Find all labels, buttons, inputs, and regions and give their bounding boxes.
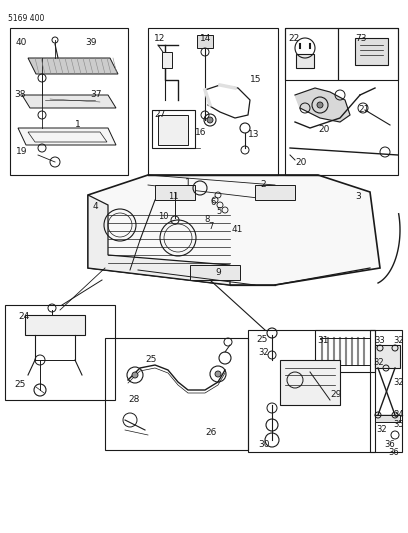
Text: 35: 35 bbox=[393, 420, 404, 429]
Text: 33: 33 bbox=[374, 336, 385, 345]
Text: 28: 28 bbox=[128, 395, 140, 404]
Text: 11: 11 bbox=[168, 192, 179, 201]
Text: 10: 10 bbox=[158, 212, 169, 221]
Circle shape bbox=[132, 372, 138, 378]
Text: 5: 5 bbox=[216, 207, 221, 216]
Text: 8: 8 bbox=[204, 215, 209, 224]
Text: 16: 16 bbox=[195, 128, 206, 137]
Text: 32: 32 bbox=[258, 348, 268, 357]
Bar bbox=[355, 38, 388, 65]
Text: 40: 40 bbox=[16, 38, 27, 47]
Text: 13: 13 bbox=[248, 130, 259, 139]
Bar bbox=[375, 415, 400, 422]
Text: 36: 36 bbox=[388, 448, 399, 457]
Text: 1: 1 bbox=[75, 120, 81, 129]
Text: 25: 25 bbox=[256, 335, 267, 344]
Polygon shape bbox=[18, 128, 116, 145]
Bar bbox=[105, 338, 248, 450]
Text: 22: 22 bbox=[288, 34, 299, 43]
Polygon shape bbox=[22, 95, 116, 108]
Text: 32: 32 bbox=[393, 378, 404, 387]
Polygon shape bbox=[295, 88, 350, 122]
Text: 24: 24 bbox=[18, 312, 29, 321]
Bar bbox=[285, 28, 338, 80]
Bar bbox=[190, 265, 240, 280]
Text: 20: 20 bbox=[295, 158, 306, 167]
Bar bbox=[152, 110, 195, 148]
Bar bbox=[338, 28, 398, 80]
Text: 2: 2 bbox=[260, 180, 266, 189]
Text: 32: 32 bbox=[373, 358, 384, 367]
Text: 25: 25 bbox=[145, 355, 156, 364]
Text: 73: 73 bbox=[355, 34, 366, 43]
Text: 34: 34 bbox=[393, 410, 404, 419]
Text: 5169 400: 5169 400 bbox=[8, 14, 44, 23]
Bar bbox=[155, 185, 195, 200]
Text: 29: 29 bbox=[330, 390, 341, 399]
Circle shape bbox=[207, 117, 213, 123]
Bar bbox=[280, 360, 340, 405]
Polygon shape bbox=[88, 195, 230, 285]
Bar bbox=[248, 330, 375, 452]
Text: 37: 37 bbox=[90, 90, 102, 99]
Circle shape bbox=[317, 102, 323, 108]
Bar bbox=[148, 28, 278, 175]
Text: 3: 3 bbox=[355, 192, 361, 201]
Text: 15: 15 bbox=[250, 75, 262, 84]
Bar bbox=[255, 185, 295, 200]
Text: 31: 31 bbox=[317, 336, 328, 345]
Bar bbox=[315, 330, 375, 372]
Text: 19: 19 bbox=[16, 147, 27, 156]
Text: 41: 41 bbox=[232, 225, 244, 234]
Text: 20: 20 bbox=[318, 125, 329, 134]
Text: 39: 39 bbox=[85, 38, 97, 47]
Text: 27: 27 bbox=[154, 110, 165, 119]
Circle shape bbox=[215, 371, 221, 377]
Text: 1: 1 bbox=[185, 178, 191, 188]
Bar bbox=[197, 35, 213, 48]
Bar bbox=[296, 54, 314, 68]
Text: 38: 38 bbox=[14, 90, 25, 99]
Polygon shape bbox=[28, 132, 107, 142]
Bar bbox=[370, 330, 402, 452]
Text: 6: 6 bbox=[210, 198, 215, 207]
Text: 36: 36 bbox=[384, 440, 395, 449]
Text: 21: 21 bbox=[358, 105, 369, 114]
Bar bbox=[10, 28, 128, 175]
Text: 32: 32 bbox=[393, 336, 404, 345]
Text: 32: 32 bbox=[376, 425, 387, 434]
Text: 4: 4 bbox=[93, 202, 99, 211]
Text: 26: 26 bbox=[205, 428, 216, 437]
Text: 25: 25 bbox=[14, 380, 25, 389]
Text: 14: 14 bbox=[200, 34, 211, 43]
Bar bbox=[5, 305, 115, 400]
Bar bbox=[25, 315, 85, 335]
Polygon shape bbox=[88, 175, 380, 285]
Bar bbox=[375, 345, 400, 368]
Polygon shape bbox=[28, 58, 118, 74]
Text: 12: 12 bbox=[154, 34, 165, 43]
Bar bbox=[158, 115, 188, 145]
Text: 30: 30 bbox=[258, 440, 270, 449]
Text: 9: 9 bbox=[215, 268, 221, 277]
Bar bbox=[285, 28, 398, 175]
Text: 7: 7 bbox=[208, 222, 213, 231]
Bar bbox=[162, 52, 172, 68]
